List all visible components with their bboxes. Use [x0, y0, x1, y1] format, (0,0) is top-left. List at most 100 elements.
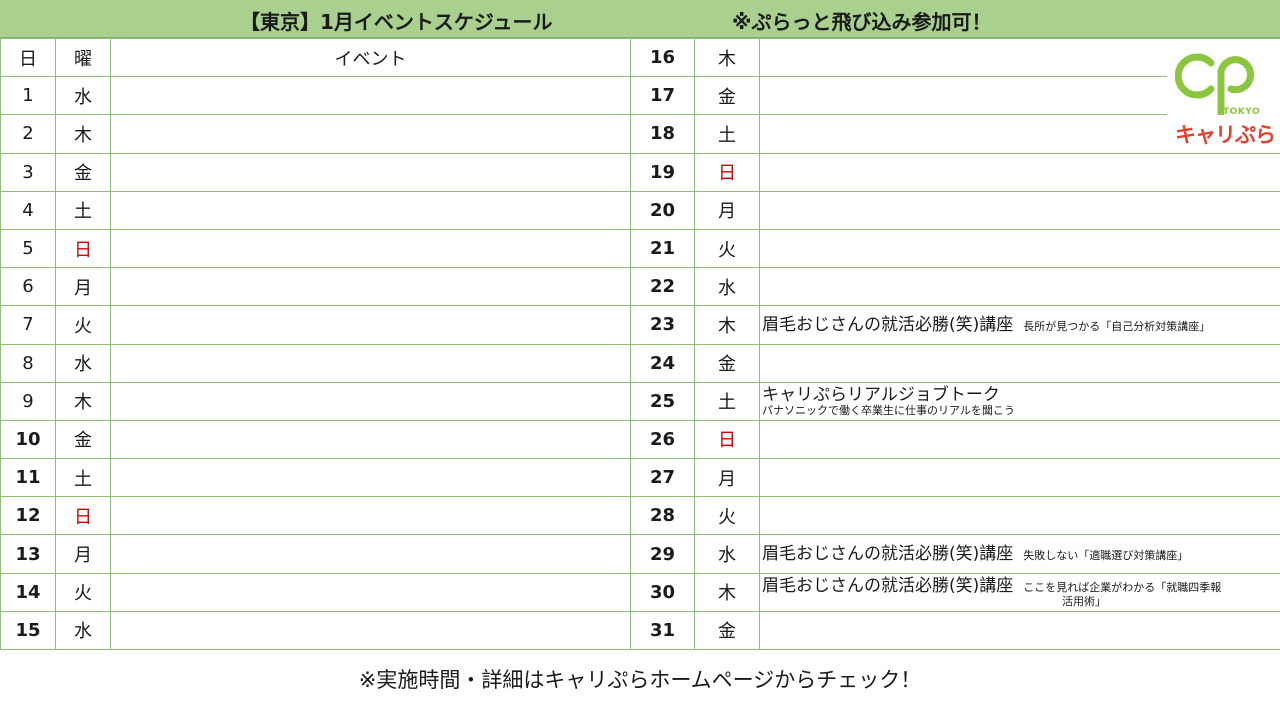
- day-cell: 27: [630, 458, 695, 498]
- event-cell: [759, 152, 1280, 192]
- weekday-cell: 水: [694, 534, 760, 574]
- weekday-cell: 日: [694, 152, 760, 192]
- event-cell: [110, 114, 631, 154]
- day-cell: 7: [0, 305, 56, 345]
- weekday-cell: 金: [694, 343, 760, 383]
- weekday-cell: 月: [694, 190, 760, 230]
- event-cell: [110, 190, 631, 230]
- day-cell: 18: [630, 114, 695, 154]
- day-cell: 9: [0, 381, 56, 421]
- event-title: 眉毛おじさんの就活必勝(笑)講座: [762, 315, 1014, 335]
- table-row: 12 日: [0, 496, 631, 536]
- header-note: ※ぷらっと飛び込み参加可！: [732, 10, 992, 34]
- day-cell: 17: [630, 76, 695, 116]
- weekday-cell: 水: [55, 343, 111, 383]
- logo-name-text: キャリぷら: [1175, 123, 1276, 147]
- weekday-cell: 火: [694, 496, 760, 536]
- day-cell: 28: [630, 496, 695, 536]
- event-cell: 眉毛おじさんの就活必勝(笑)講座 ここを見れば企業がわかる「就職四季報 活用術」: [759, 572, 1280, 612]
- day-cell: 5: [0, 228, 56, 269]
- table-row: 14 火: [0, 572, 631, 612]
- event-cell: [110, 305, 631, 345]
- event-cell: [759, 267, 1280, 307]
- weekday-cell: 木: [694, 572, 760, 612]
- logo: TOKYO キャリぷら: [1167, 39, 1280, 153]
- weekday-cell: 土: [694, 381, 760, 421]
- event-cell: [110, 76, 631, 116]
- event-cell: [759, 458, 1280, 498]
- table-row: 23 木眉毛おじさんの就活必勝(笑)講座 長所が見つかる「自己分析対策講座」: [630, 305, 1280, 345]
- weekday-cell: 水: [694, 267, 760, 307]
- page-title: 【東京】1月イベントスケジュール: [240, 10, 553, 34]
- event-cell: [110, 381, 631, 421]
- table-row: 28 火: [630, 496, 1280, 536]
- schedule-table-right: 16 木 17 金 18 土 19 日 20 月 21 火 22 水 23 木眉毛おじさんの就活必勝(笑)講座…: [630, 37, 1280, 651]
- table-row: 13 月: [0, 534, 631, 574]
- table-row: 26 日: [630, 419, 1280, 460]
- column-header-day: 日: [0, 37, 56, 78]
- day-cell: 10: [0, 419, 56, 460]
- weekday-cell: 火: [55, 305, 111, 345]
- cp-logo-icon: [1175, 53, 1255, 115]
- weekday-cell: 木: [694, 305, 760, 345]
- event-cell: [759, 343, 1280, 383]
- event-cell: [759, 496, 1280, 536]
- day-cell: 22: [630, 267, 695, 307]
- weekday-cell: 金: [55, 152, 111, 192]
- table-row: 30 木眉毛おじさんの就活必勝(笑)講座 ここを見れば企業がわかる「就職四季報 活用術…: [630, 572, 1280, 612]
- day-cell: 21: [630, 228, 695, 269]
- day-cell: 25: [630, 381, 695, 421]
- event-subtitle: ここを見れば企業がわかる「就職四季報: [1023, 581, 1222, 595]
- event-subtitle-continued: 活用術」: [1062, 595, 1106, 609]
- weekday-cell: 月: [55, 267, 111, 307]
- footer-note: ※実施時間・詳細はキャリぷらホームページからチェック！: [358, 668, 922, 692]
- day-cell: 8: [0, 343, 56, 383]
- event-cell: [110, 572, 631, 612]
- weekday-cell: 土: [55, 458, 111, 498]
- weekday-cell: 月: [694, 458, 760, 498]
- event-cell: [110, 267, 631, 307]
- weekday-cell: 土: [55, 190, 111, 230]
- event-cell: 眉毛おじさんの就活必勝(笑)講座 失敗しない「適職選び対策講座」: [759, 534, 1280, 574]
- weekday-cell: 月: [55, 534, 111, 574]
- schedule-header: 【東京】1月イベントスケジュール ※ぷらっと飛び込み参加可！: [0, 0, 1280, 38]
- weekday-cell: 日: [55, 228, 111, 269]
- day-cell: 2: [0, 114, 56, 154]
- weekday-cell: 火: [55, 572, 111, 612]
- table-row: 11 土: [0, 458, 631, 498]
- weekday-cell: 日: [55, 496, 111, 536]
- weekday-cell: 金: [694, 76, 760, 116]
- day-cell: 4: [0, 190, 56, 230]
- table-row: 25 土キャリぷらリアルジョブトーク パナソニックで働く卒業生に仕事のリアルを聞こう: [630, 381, 1280, 421]
- event-title: 眉毛おじさんの就活必勝(笑)講座: [762, 576, 1014, 597]
- event-cell: [110, 419, 631, 460]
- schedule-table-left: 日 曜 イベント 1 水 2 木 3 金 4 土 5 日 6 月 7 火 8 水 9 木 10 金 11 土 12 日 13 月 1…: [0, 37, 631, 651]
- event-title: キャリぷらリアルジョブトーク: [762, 385, 1000, 406]
- day-cell: 11: [0, 458, 56, 498]
- day-cell: 31: [630, 610, 695, 651]
- event-subtitle: 長所が見つかる「自己分析対策講座」: [1023, 320, 1211, 333]
- day-cell: 26: [630, 419, 695, 460]
- event-cell: [759, 190, 1280, 230]
- day-cell: 1: [0, 76, 56, 116]
- weekday-cell: 木: [694, 37, 760, 78]
- column-header-event: イベント: [110, 37, 631, 78]
- weekday-cell: 木: [55, 114, 111, 154]
- table-header-row: 日 曜 イベント: [0, 37, 631, 78]
- event-cell: [110, 610, 631, 651]
- day-cell: 29: [630, 534, 695, 574]
- event-cell: [110, 496, 631, 536]
- day-cell: 30: [630, 572, 695, 612]
- table-row: 29 水眉毛おじさんの就活必勝(笑)講座 失敗しない「適職選び対策講座」: [630, 534, 1280, 574]
- table-row: 24 金: [630, 343, 1280, 383]
- event-cell: [759, 419, 1280, 460]
- weekday-cell: 水: [55, 610, 111, 651]
- event-cell: [110, 152, 631, 192]
